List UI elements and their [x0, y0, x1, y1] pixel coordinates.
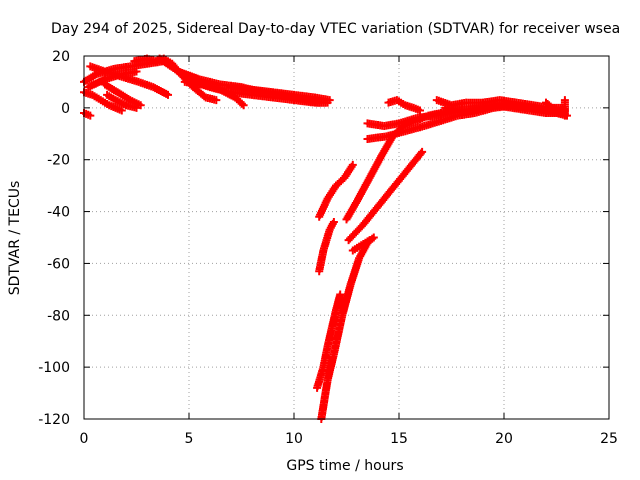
data-marker-run — [403, 101, 416, 112]
series-trace-25 — [560, 96, 569, 120]
y-tick-label: -60 — [47, 256, 70, 272]
data-marker-run — [411, 104, 422, 114]
data-point — [136, 101, 145, 110]
y-tick-label: -20 — [47, 153, 70, 169]
data-point — [369, 233, 378, 242]
data-marker-run — [354, 175, 373, 204]
data-point — [325, 96, 334, 105]
data-marker-run — [343, 199, 360, 222]
data-point — [86, 111, 95, 120]
y-tick-label: 0 — [61, 101, 70, 117]
data-marker-run — [82, 109, 93, 119]
y-tick-label: 20 — [52, 49, 70, 65]
y-tick-label: -100 — [38, 360, 70, 376]
data-marker-run — [347, 256, 363, 287]
series-trace-1 — [80, 88, 126, 115]
data-marker-run — [359, 237, 372, 248]
data-marker-run — [324, 352, 338, 383]
data-marker-run — [341, 162, 356, 180]
series-trace-18 — [344, 147, 427, 245]
series-trace-24 — [441, 101, 567, 118]
data-marker-run — [330, 313, 346, 357]
data-marker-run — [338, 282, 355, 318]
y-tick-label: -120 — [38, 412, 70, 428]
series-trace-14 — [315, 217, 338, 276]
data-marker-run — [550, 104, 561, 114]
series-trace-13 — [315, 160, 357, 221]
data-marker-run — [326, 219, 337, 232]
data-marker-run — [113, 97, 128, 109]
data-marker-run — [190, 84, 209, 101]
data-marker-run — [315, 248, 327, 274]
y-tick-label: -80 — [47, 308, 70, 324]
x-tick-label: 20 — [495, 431, 513, 447]
series-trace-19 — [348, 236, 374, 255]
data-marker-run — [543, 100, 555, 111]
data-marker-run — [115, 89, 133, 103]
data-point — [365, 236, 374, 245]
y-axis-label: SDTVAR / TECUs — [7, 181, 23, 296]
x-tick-label: 10 — [285, 431, 303, 447]
data-point — [239, 101, 248, 110]
data-marker-run — [365, 132, 389, 143]
data-marker-run — [386, 96, 399, 106]
data-point — [117, 106, 126, 115]
data-point — [132, 67, 141, 76]
data-marker-run — [317, 378, 332, 421]
data-point — [554, 106, 563, 115]
plot-border — [83, 55, 610, 420]
data-marker-run — [145, 55, 158, 65]
data-marker-run — [81, 71, 99, 85]
data-marker-run — [395, 97, 408, 108]
series-trace-16 — [313, 290, 345, 392]
data-marker-run — [366, 152, 386, 181]
series-trace-12 — [80, 109, 95, 120]
data-point — [560, 111, 569, 120]
data-marker-run — [232, 95, 246, 108]
data-series — [80, 54, 571, 423]
data-marker-run — [375, 183, 398, 209]
data-marker-run — [346, 222, 366, 243]
data-marker-run — [392, 165, 413, 188]
data-point — [416, 106, 424, 115]
data-marker-run — [324, 183, 339, 201]
data-marker-run — [350, 242, 364, 254]
series-trace-26 — [542, 98, 563, 115]
x-tick-label: 5 — [185, 431, 194, 447]
x-tick-label: 25 — [600, 431, 618, 447]
data-marker-run — [333, 175, 347, 189]
data-point — [418, 147, 427, 156]
data-marker-run — [102, 81, 120, 96]
data-point — [164, 90, 172, 99]
x-axis-label: GPS time / hours — [286, 458, 403, 474]
x-tick-label: 0 — [80, 431, 89, 447]
data-point — [348, 160, 357, 169]
data-marker-run — [360, 204, 381, 227]
data-marker-run — [98, 97, 112, 108]
series-trace-22 — [384, 96, 424, 115]
data-marker-run — [406, 149, 425, 170]
data-marker-run — [90, 92, 103, 103]
chart-title: Day 294 of 2025, Sidereal Day-to-day VTE… — [51, 21, 620, 37]
series-trace-6 — [101, 80, 145, 110]
data-marker-run — [157, 55, 181, 75]
data-point — [336, 290, 345, 299]
series-trace-7 — [130, 54, 221, 105]
series-trace-10 — [180, 77, 248, 110]
series-trace-15 — [317, 233, 378, 423]
data-point — [212, 96, 221, 105]
data-marker-run — [105, 92, 118, 103]
plot-frame — [83, 55, 610, 420]
data-point — [329, 217, 338, 226]
series-trace-4 — [84, 67, 141, 92]
tick-labels: 0 5 10 15 20 25 -120 -100 -80 -60 -40 -20 0 20 — [38, 49, 618, 447]
grid-lines — [84, 56, 609, 419]
series-trace-11 — [227, 83, 334, 105]
y-tick-label: -40 — [47, 205, 70, 221]
data-marker-run — [128, 97, 143, 109]
data-marker-run — [82, 88, 95, 99]
x-tick-label: 15 — [390, 431, 408, 447]
